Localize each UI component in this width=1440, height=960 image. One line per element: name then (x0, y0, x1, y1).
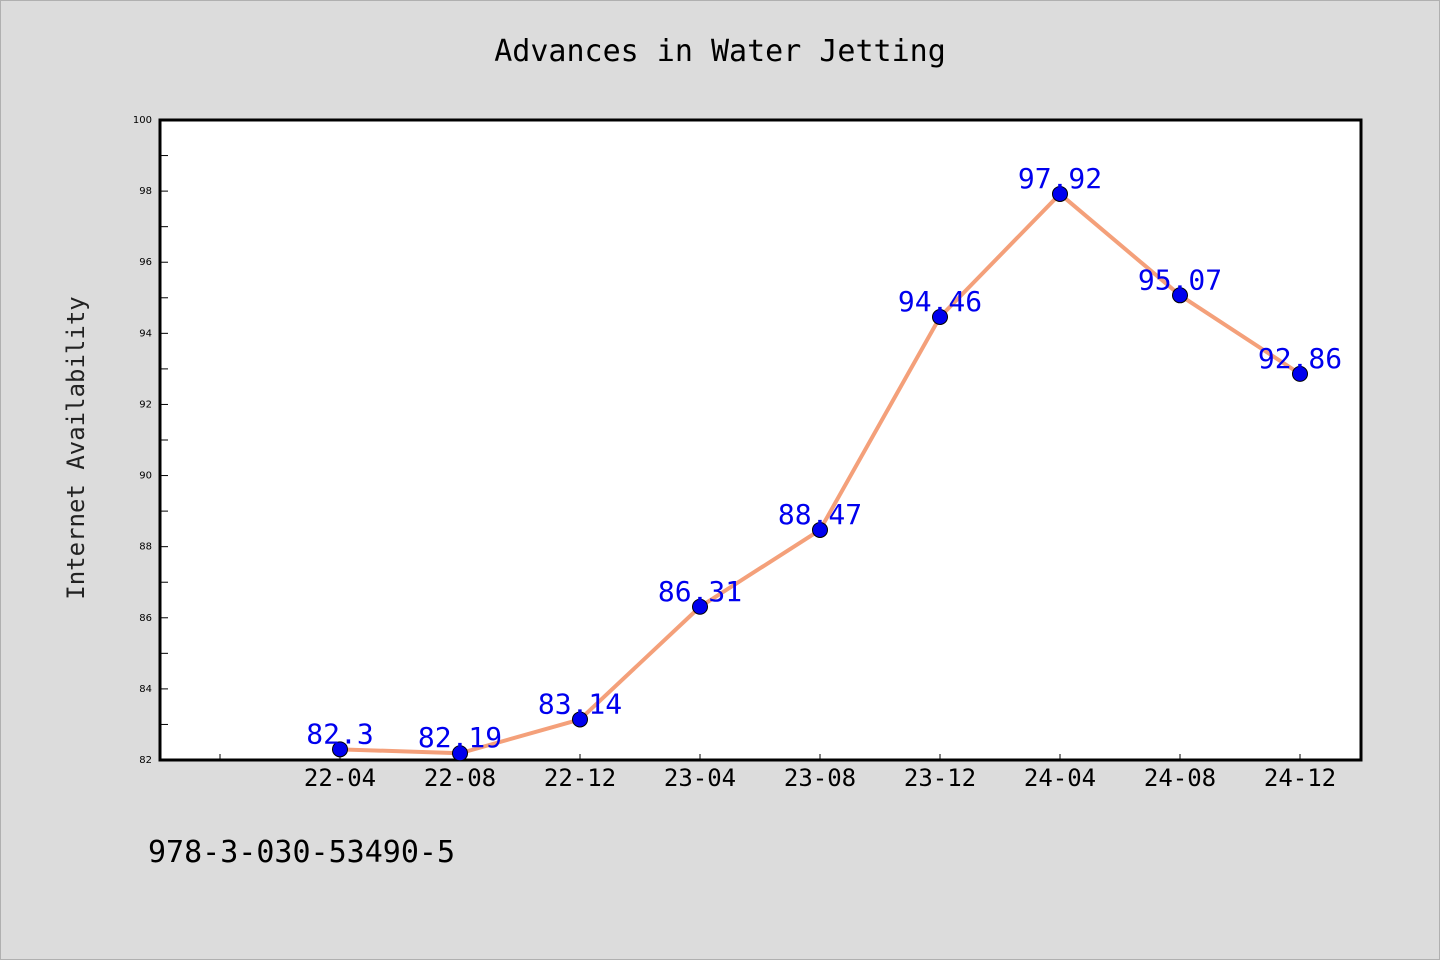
data-label: 82.19 (418, 721, 502, 754)
y-tick-label: 92 (139, 399, 152, 410)
data-label: 82.3 (306, 717, 373, 750)
y-tick-label: 88 (139, 542, 152, 553)
y-tick-label: 86 (139, 613, 152, 624)
plot-area (158, 118, 1363, 762)
x-tick-label: 23-08 (784, 764, 856, 792)
y-tick-label: 82 (139, 755, 152, 766)
x-tick-label: 24-08 (1144, 764, 1216, 792)
y-tick-label: 100 (133, 115, 152, 126)
data-label: 95.07 (1138, 263, 1222, 296)
data-point (332, 741, 348, 758)
data-label: 94.46 (898, 285, 982, 318)
series-layer: 82.3 82.19 83.14 86.31 88.47 94.46 97.92 95.07 9… (306, 162, 1342, 762)
y-tick-label: 98 (139, 186, 152, 197)
y-axis: 82 84 86 88 90 92 94 96 98 100 (133, 115, 168, 766)
chart-title: Advances in Water Jetting (494, 34, 946, 69)
data-label: 83.14 (538, 687, 622, 720)
x-tick-label: 24-04 (1024, 764, 1096, 792)
data-point (1052, 185, 1068, 202)
x-tick-label: 22-12 (544, 764, 616, 792)
data-point (932, 308, 948, 325)
x-axis: 22-04 22-08 22-12 23-04 23-08 23-12 24-04 24-08… (219, 754, 1336, 792)
data-label: 88.47 (778, 498, 862, 531)
data-point (572, 711, 588, 728)
x-tick-label: 23-12 (904, 764, 976, 792)
y-tick-label: 96 (139, 257, 152, 268)
data-label: 97.92 (1018, 162, 1102, 195)
y-tick-label: 94 (139, 328, 152, 339)
data-point (692, 598, 708, 615)
data-point (1172, 287, 1188, 304)
footer-code: 978-3-030-53490-5 (148, 835, 456, 870)
x-tick-label: 22-04 (304, 764, 376, 792)
x-tick-label: 23-04 (664, 764, 736, 792)
x-tick-label: 24-12 (1264, 764, 1336, 792)
data-label: 92.86 (1258, 342, 1342, 375)
x-tick-label: 22-08 (424, 764, 496, 792)
data-point (1292, 365, 1308, 382)
y-tick-label: 84 (139, 684, 152, 695)
y-tick-label: 90 (139, 471, 152, 482)
data-label: 86.31 (658, 575, 742, 608)
data-point (812, 521, 828, 538)
y-axis-label: Internet Availability (62, 296, 90, 600)
data-point (452, 745, 468, 762)
